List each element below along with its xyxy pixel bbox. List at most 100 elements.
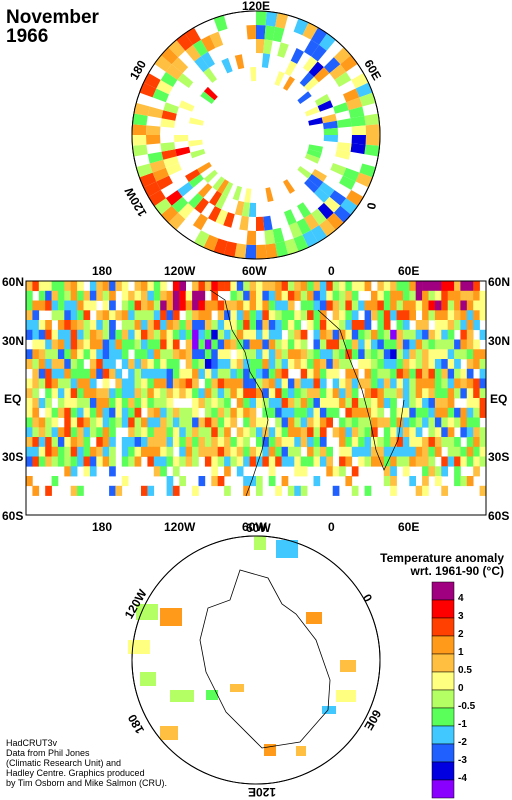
world-map-cell (275, 290, 282, 301)
top-lon-60w: 60W (242, 264, 267, 278)
north-polar-cell (323, 57, 341, 74)
world-map-cell (172, 437, 180, 448)
world-map-cell (198, 359, 206, 370)
world-map-cell (141, 339, 148, 350)
world-map-cell (83, 417, 91, 428)
world-map-cell (109, 329, 116, 340)
world-map-cell (32, 407, 40, 418)
world-map-cell (70, 368, 78, 379)
world-map-cell (134, 388, 142, 399)
world-map-cell (166, 300, 174, 311)
world-map-cell (204, 456, 212, 467)
legend-swatch (431, 617, 455, 637)
world-map-cell (441, 310, 448, 321)
north-polar-cell (203, 234, 219, 252)
world-map-cell (153, 310, 161, 321)
world-map-cell (390, 437, 397, 448)
world-map-cell (281, 456, 289, 467)
world-map-cell (332, 427, 340, 438)
north-polar-cell (264, 25, 276, 41)
world-map-cell (434, 368, 442, 379)
world-map-cell (185, 320, 193, 331)
world-map-cell (434, 320, 442, 331)
world-map-cell (83, 339, 91, 350)
world-map-cell (307, 320, 314, 331)
north-polar-cell (321, 113, 337, 124)
world-map-cell (319, 437, 327, 448)
world-map-cell (89, 388, 97, 399)
world-map-cell (224, 456, 231, 467)
world-map-cell (217, 388, 225, 399)
north-polar-cell (132, 113, 148, 126)
world-map-cell (479, 437, 487, 448)
world-map-cell (409, 329, 416, 340)
north-polar-cell (339, 175, 356, 190)
world-map-cell (172, 329, 180, 340)
world-map-cell (172, 359, 180, 370)
world-map-cell (83, 378, 91, 389)
north-polar-cell (209, 190, 222, 206)
world-map-cell (415, 329, 423, 340)
world-map-cell (243, 476, 250, 487)
north-polar-cell (188, 139, 203, 147)
world-map-cell (26, 388, 33, 399)
world-map-cell (38, 359, 46, 370)
world-map-cell (236, 378, 244, 389)
world-map-cell (479, 359, 487, 370)
world-map-cell (224, 368, 231, 379)
north-polar-cell (319, 219, 336, 237)
world-map-cell (51, 417, 59, 428)
world-map-cell (147, 407, 155, 418)
legend-title-line2: wrt. 1961-90 (°C) (410, 564, 505, 578)
world-map-cell (26, 417, 33, 428)
world-map-cell (224, 310, 231, 321)
world-map-cell (109, 281, 116, 292)
world-map-cell (230, 320, 238, 331)
world-map-cell (83, 456, 91, 467)
world-map-cell (428, 388, 436, 399)
world-map-cell (147, 427, 155, 438)
world-map-cell (217, 417, 225, 428)
world-map-cell (102, 378, 110, 389)
world-map-cell (422, 329, 429, 340)
world-map-cell (211, 359, 218, 370)
world-map-cell (211, 378, 218, 389)
north-polar-cell (256, 11, 267, 26)
world-map-cell (454, 359, 461, 370)
world-map-cell (466, 359, 474, 370)
north-polar-cell (288, 222, 303, 239)
world-map-cell (351, 290, 359, 301)
world-map-cell (294, 427, 301, 438)
world-map-cell (268, 466, 276, 477)
north-polar-cell (297, 166, 312, 179)
world-map-cell (268, 329, 276, 340)
world-map-cell (294, 329, 301, 340)
world-map-cell (160, 300, 167, 311)
world-map-cell (351, 320, 359, 331)
world-map-cell (383, 339, 391, 350)
north-polar-cell (246, 230, 256, 245)
north-polar-cell (355, 172, 373, 188)
world-map-cell (249, 281, 257, 292)
world-map-cell (364, 339, 372, 350)
world-map-cell (198, 476, 206, 487)
world-map-cell (396, 349, 404, 360)
world-map-cell (287, 437, 295, 448)
world-map-cell (383, 388, 391, 399)
world-map-cell (415, 398, 423, 409)
north-polar-cell (208, 206, 222, 222)
world-map-cell (192, 417, 199, 428)
world-map-cell (185, 388, 193, 399)
north-polar-cell (201, 35, 216, 52)
world-map-cell (141, 359, 148, 370)
world-map-cell (141, 417, 148, 428)
lat-left-60n: 60N (2, 275, 25, 289)
world-map-cell (402, 398, 410, 409)
world-map-cell (390, 476, 397, 487)
world-map-cell (211, 388, 218, 399)
world-map-cell (479, 329, 487, 340)
world-map-cell (268, 300, 276, 311)
world-map-cell (160, 398, 167, 409)
north-polar-cell (317, 202, 334, 220)
world-map-cell (256, 329, 263, 340)
